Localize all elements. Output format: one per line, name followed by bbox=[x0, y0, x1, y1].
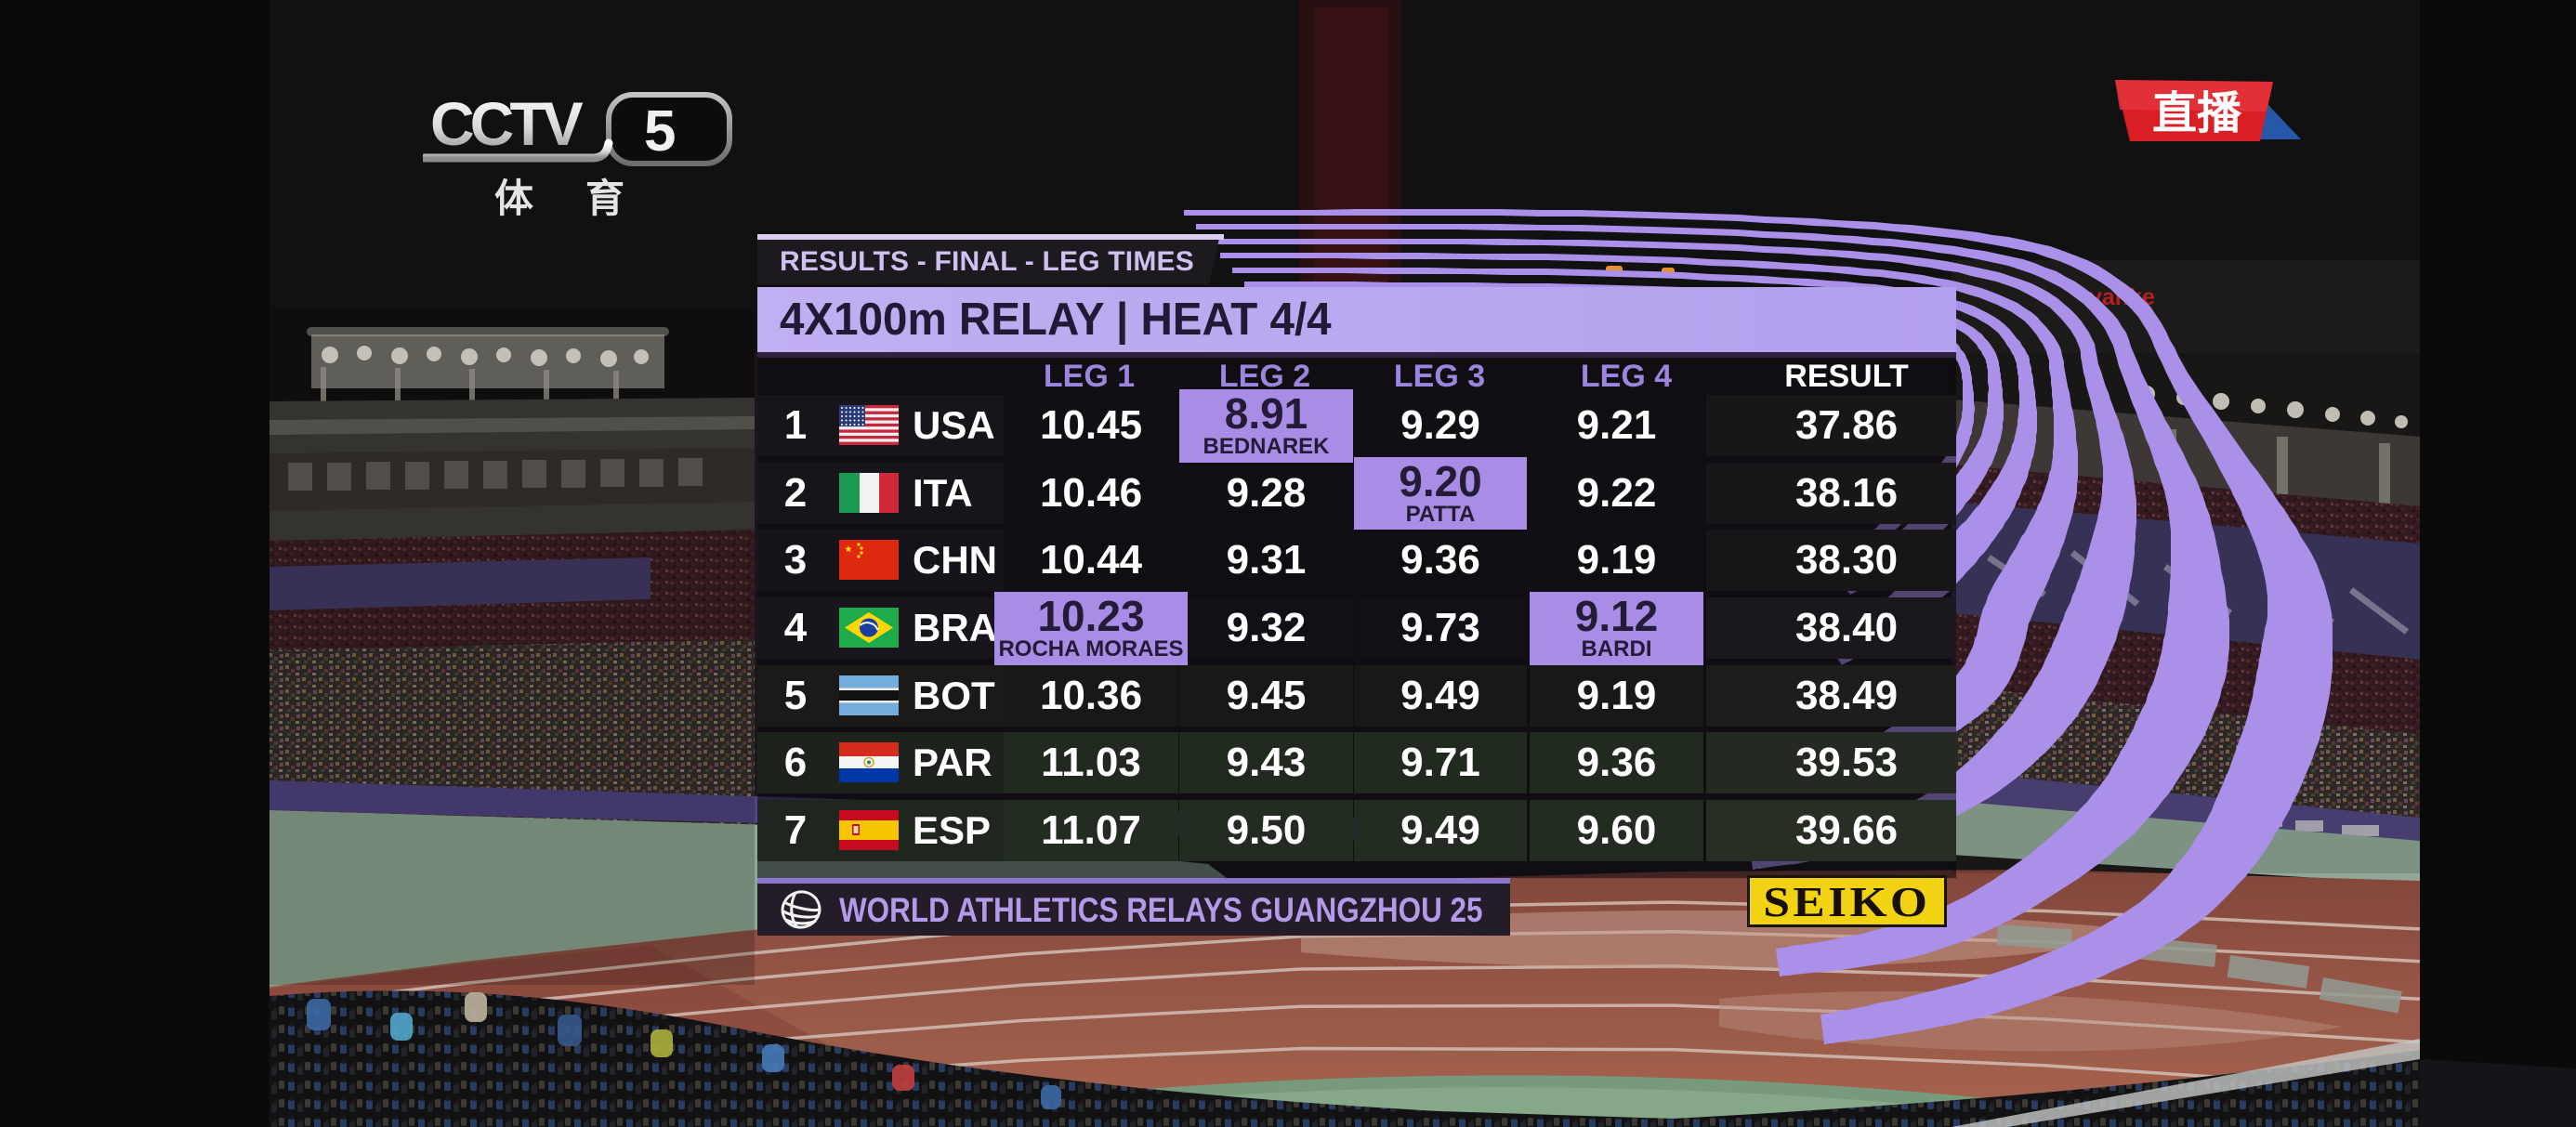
svg-text:5: 5 bbox=[644, 99, 676, 164]
svg-text:直播: 直播 bbox=[2152, 89, 2242, 138]
svg-text:CCTV: CCTV bbox=[430, 89, 584, 158]
